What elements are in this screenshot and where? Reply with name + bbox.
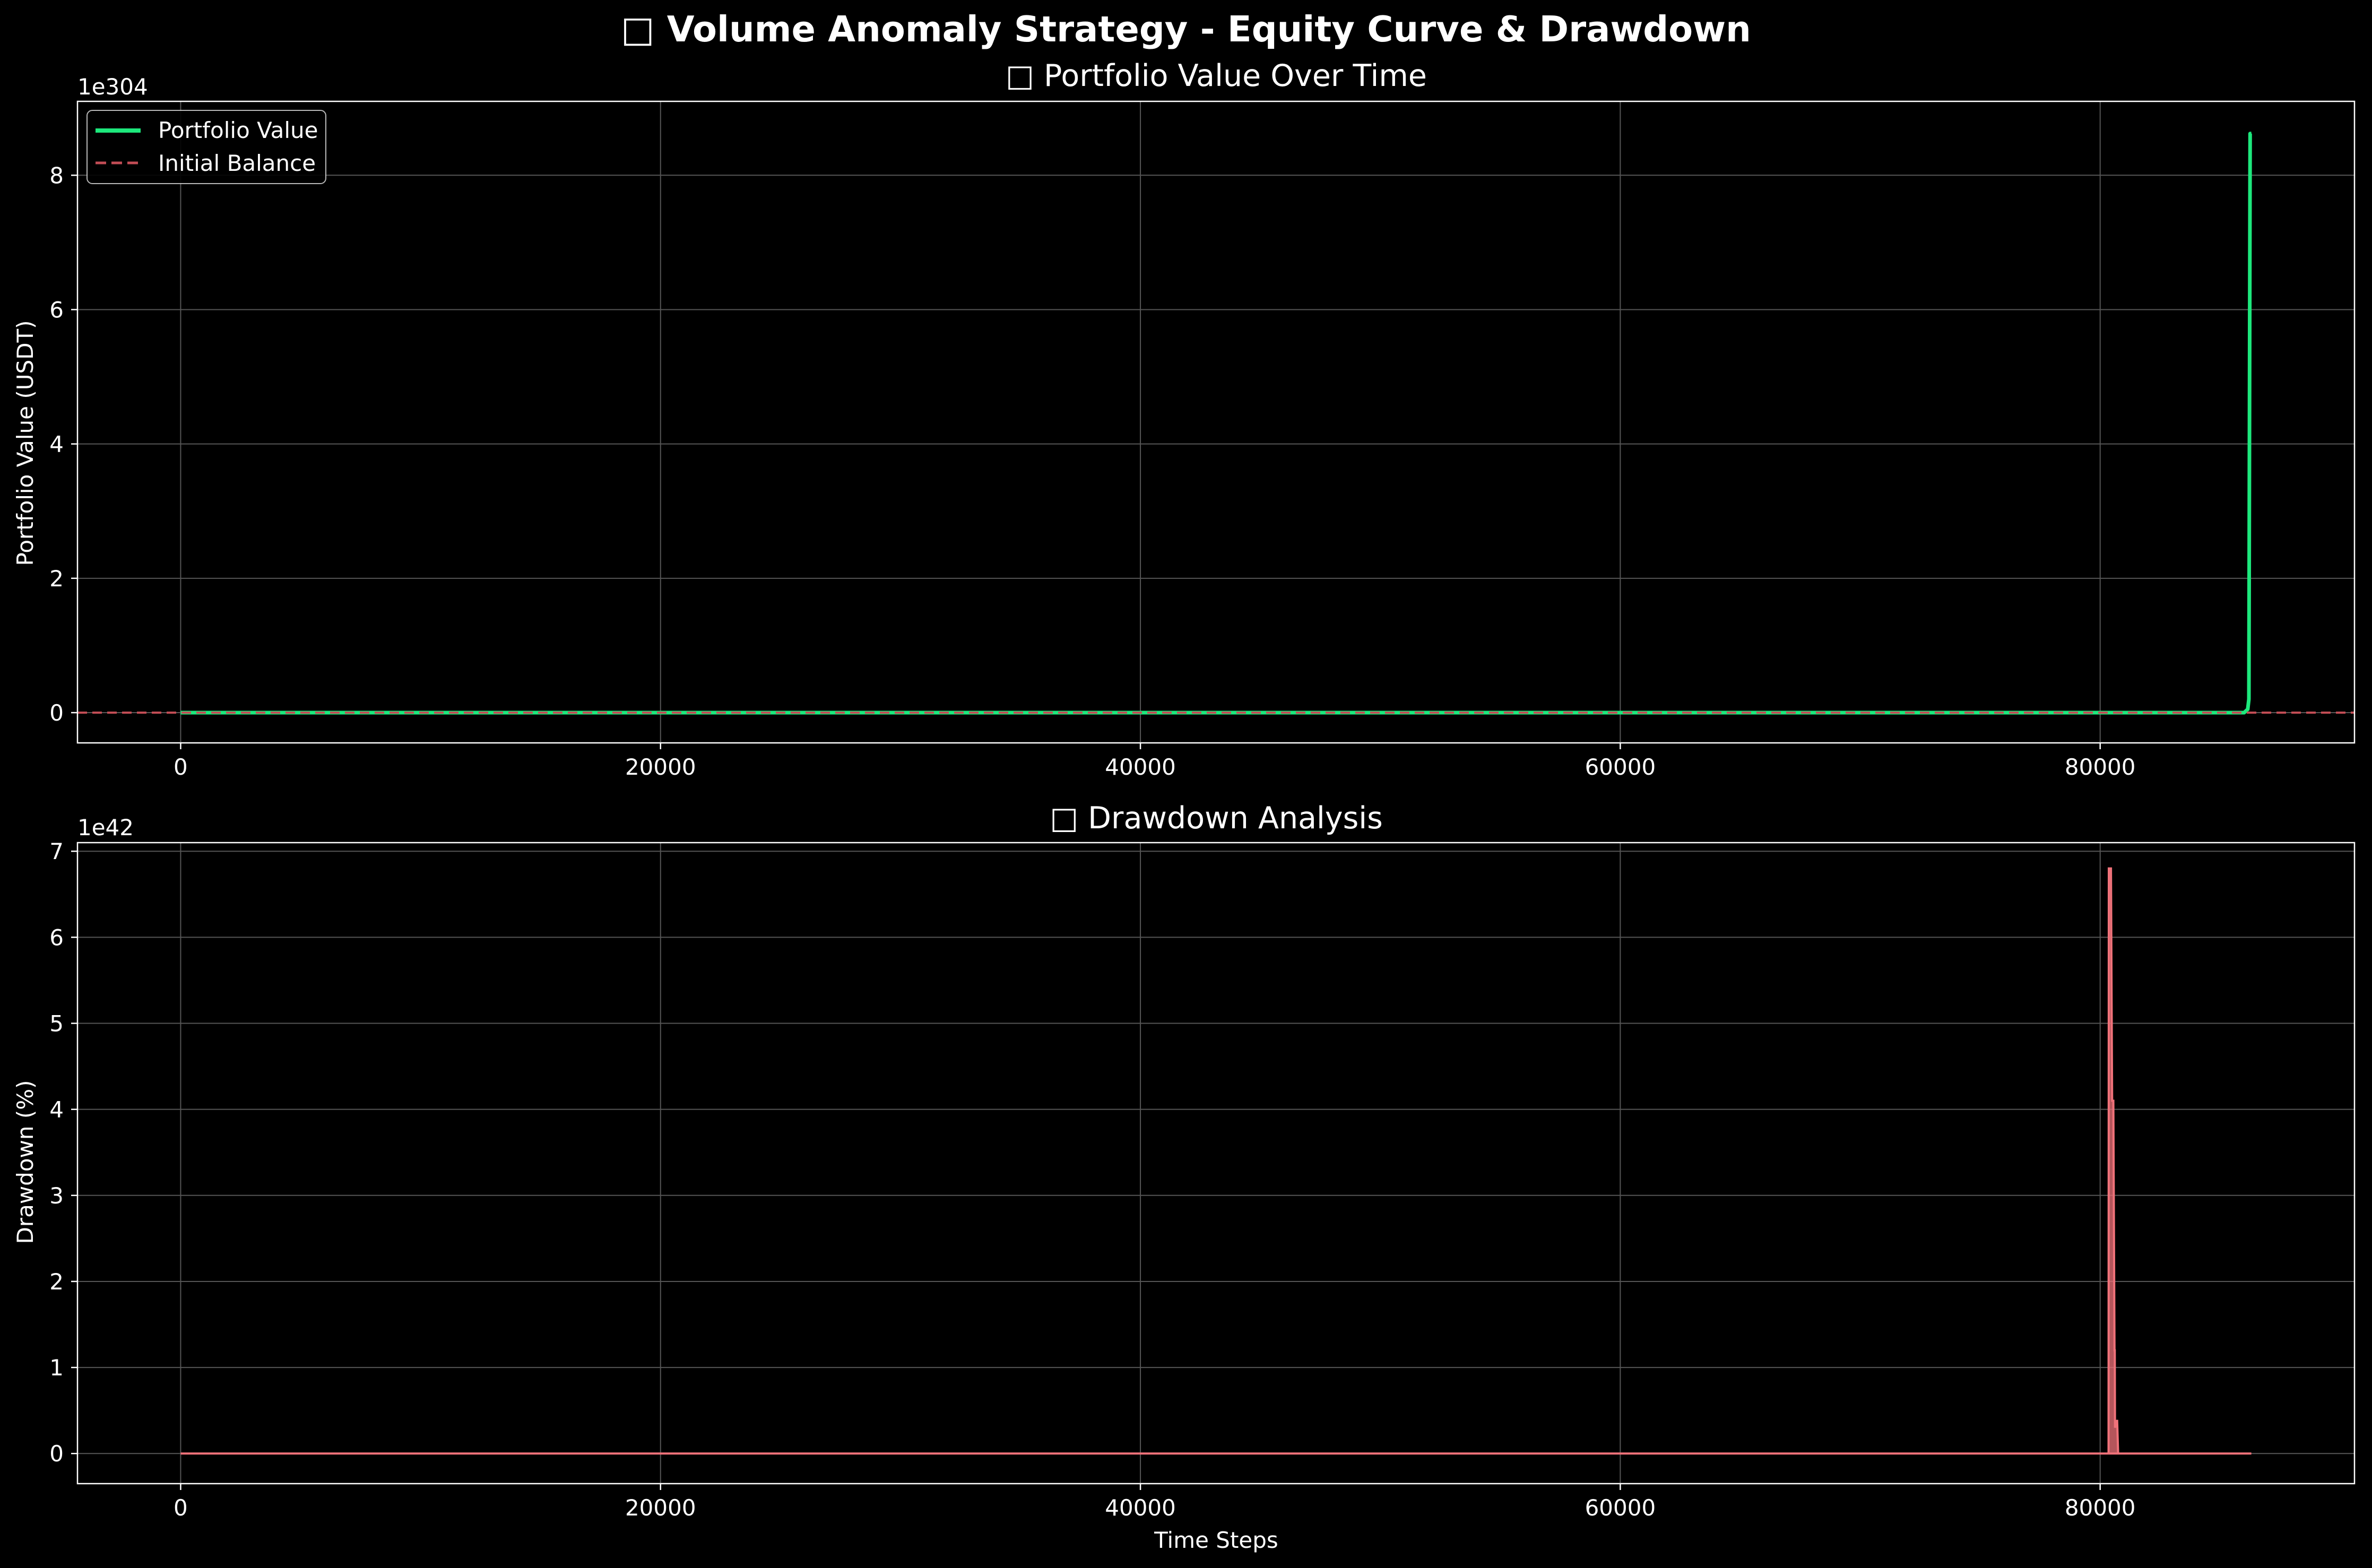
portfolio-offset-label: 1e304 — [77, 74, 148, 100]
x-tick-label: 20000 — [625, 754, 696, 780]
drawdown-axes: □ Drawdown Analysis 1e42 Drawdown (%) Ti… — [12, 801, 2356, 1553]
legend-frame — [86, 110, 326, 184]
drawdown-area — [180, 867, 2252, 1455]
portfolio-y-axis-label: Portfolio Value (USDT) — [12, 320, 38, 566]
x-tick-label: 80000 — [2065, 1495, 2136, 1521]
y-tick-label: 6 — [49, 297, 64, 323]
y-tick-label: 1 — [49, 1355, 64, 1381]
drawdown-x-axis-label: Time Steps — [1154, 1527, 1278, 1553]
y-tick-label: 2 — [49, 566, 64, 592]
series-line-portfolio-value — [180, 132, 2252, 715]
figure-title: □ Volume Anomaly Strategy - Equity Curve… — [621, 8, 1751, 50]
x-tick-label: 20000 — [625, 1495, 696, 1521]
x-tick-label: 0 — [174, 754, 188, 780]
y-tick-label: 6 — [49, 924, 64, 950]
portfolio-legend: Portfolio Value Initial Balance — [86, 110, 326, 184]
x-tick-label: 80000 — [2065, 754, 2136, 780]
portfolio-x-ticks: 0 20000 40000 60000 80000 — [174, 743, 2136, 780]
drawdown-y-ticks: 0 1 2 3 4 5 6 7 — [49, 838, 77, 1467]
y-tick-label: 0 — [49, 700, 64, 726]
portfolio-chart-title: □ Portfolio Value Over Time — [1006, 58, 1427, 93]
y-tick-label: 0 — [49, 1441, 64, 1467]
drawdown-series-area — [180, 867, 2252, 1455]
y-tick-label: 4 — [49, 431, 64, 457]
drawdown-x-ticks: 0 20000 40000 60000 80000 — [174, 1484, 2136, 1521]
legend-label-portfolio-value: Portfolio Value — [158, 117, 318, 143]
drawdown-axes-frame — [76, 842, 2356, 1485]
y-tick-label: 8 — [49, 162, 64, 188]
x-tick-label: 40000 — [1105, 754, 1176, 780]
portfolio-y-ticks: 0 2 4 6 8 — [49, 162, 77, 726]
drawdown-y-axis-label: Drawdown (%) — [12, 1080, 38, 1244]
drawdown-chart-title: □ Drawdown Analysis — [1050, 801, 1383, 836]
y-tick-label: 5 — [49, 1011, 64, 1037]
y-tick-label: 3 — [49, 1183, 64, 1209]
x-tick-label: 60000 — [1585, 754, 1656, 780]
portfolio-axes-frame — [76, 100, 2356, 744]
drawdown-grid — [77, 843, 2354, 1484]
portfolio-lines — [77, 132, 2354, 715]
drawdown-offset-label: 1e42 — [77, 815, 134, 841]
x-tick-label: 0 — [174, 1495, 188, 1521]
y-tick-label: 2 — [49, 1269, 64, 1295]
x-tick-label: 40000 — [1105, 1495, 1176, 1521]
legend-label-initial-balance: Initial Balance — [158, 150, 316, 176]
portfolio-value-axes: □ Portfolio Value Over Time 1e304 Portfo… — [12, 58, 2356, 780]
y-tick-label: 7 — [49, 838, 64, 864]
y-tick-label: 4 — [49, 1097, 64, 1123]
x-tick-label: 60000 — [1585, 1495, 1656, 1521]
